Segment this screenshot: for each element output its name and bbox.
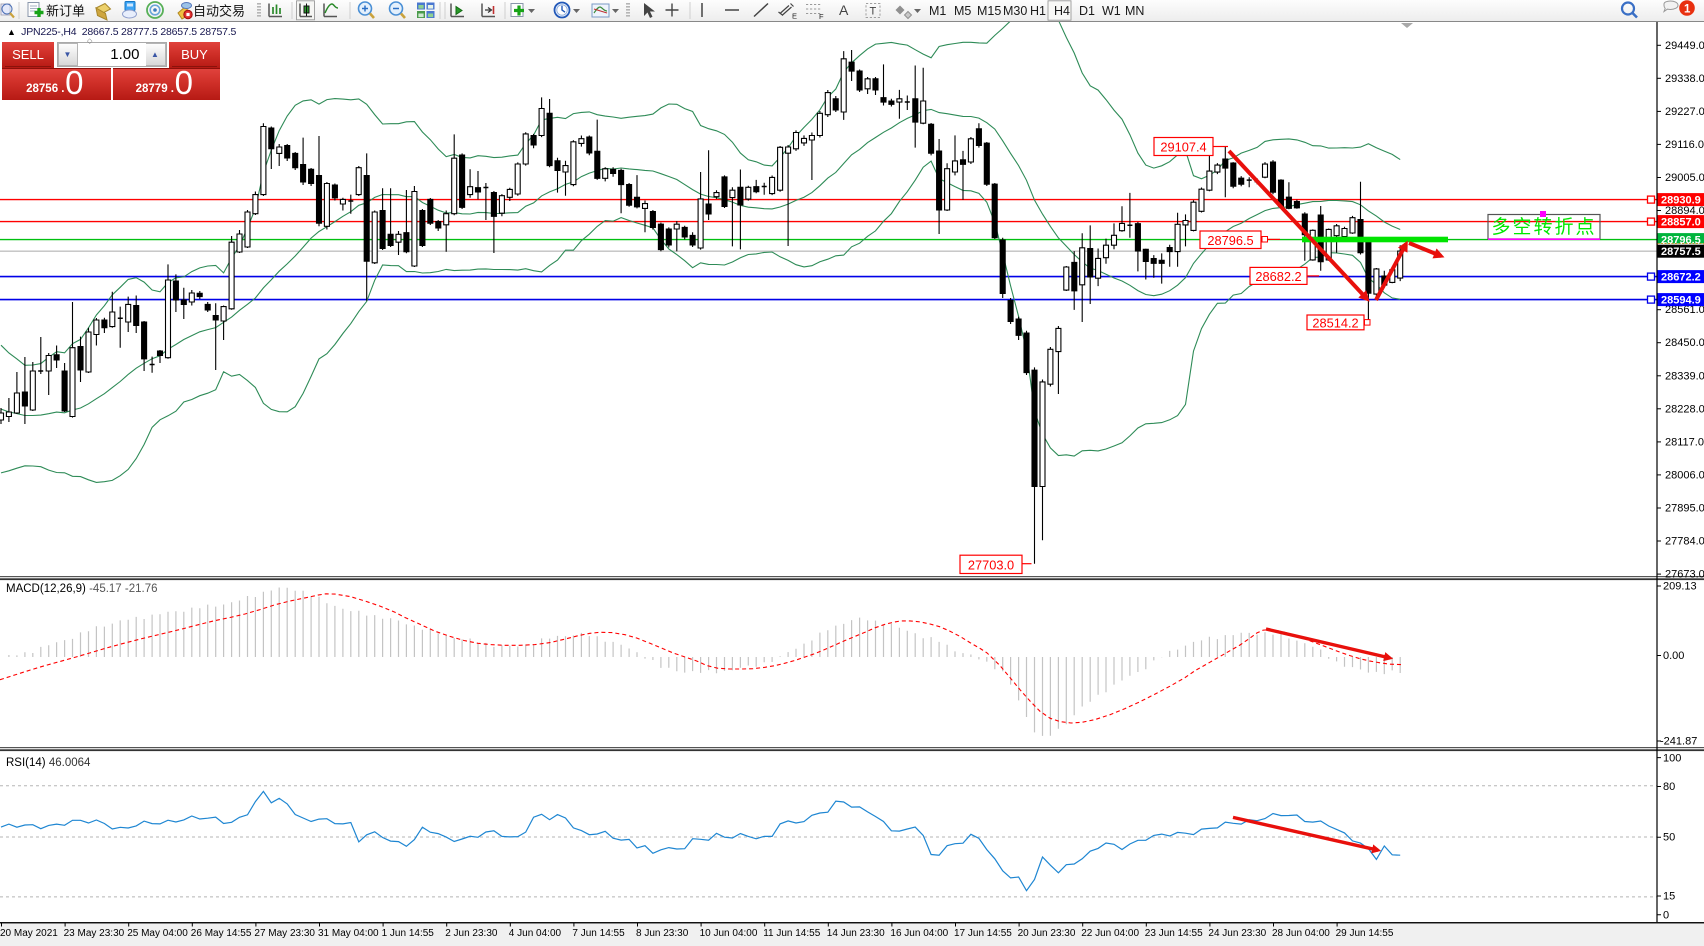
svg-text:17 Jun 14:55: 17 Jun 14:55 [954,928,1012,939]
svg-text:H1: H1 [1030,4,1046,18]
svg-text:23 May 23:30: 23 May 23:30 [64,928,125,939]
svg-text:28339.0: 28339.0 [1665,370,1704,382]
svg-text:23 Jun 14:55: 23 Jun 14:55 [1145,928,1203,939]
svg-text:M15: M15 [977,4,1001,18]
svg-text:2 Jun 23:30: 2 Jun 23:30 [445,928,498,939]
svg-text:0: 0 [1663,909,1669,921]
svg-text:28672.2: 28672.2 [1661,272,1701,284]
svg-text:24 Jun 23:30: 24 Jun 23:30 [1208,928,1266,939]
svg-text:50: 50 [1663,832,1675,844]
svg-text:MACD(12,26,9) -45.17 -21.76: MACD(12,26,9) -45.17 -21.76 [6,583,158,595]
svg-text:29116.0: 29116.0 [1665,139,1704,151]
svg-text:T: T [870,6,877,18]
svg-text:28930.9: 28930.9 [1661,195,1701,207]
svg-text:15: 15 [1663,891,1675,903]
svg-text:M30: M30 [1003,4,1027,18]
svg-text:多空转折点: 多空转折点 [1491,216,1596,238]
svg-text:29107.4: 29107.4 [1160,140,1206,155]
svg-text:29449.0: 29449.0 [1665,40,1704,52]
svg-text:7 Jun 14:55: 7 Jun 14:55 [572,928,625,939]
svg-text:F: F [819,12,824,21]
svg-text:29005.0: 29005.0 [1665,172,1704,184]
svg-text:11 Jun 14:55: 11 Jun 14:55 [763,928,821,939]
svg-text:M5: M5 [954,4,971,18]
svg-text:28 Jun 04:00: 28 Jun 04:00 [1272,928,1330,939]
svg-text:28857.0: 28857.0 [1661,217,1701,229]
svg-text:26 May 14:55: 26 May 14:55 [191,928,252,939]
svg-text:27895.0: 27895.0 [1665,503,1704,515]
svg-text:20 May 2021: 20 May 2021 [0,928,58,939]
svg-text:-241.87: -241.87 [1660,736,1697,748]
svg-text:28514.2: 28514.2 [1312,315,1358,330]
svg-text:28117.0: 28117.0 [1665,436,1704,448]
svg-text:4 Jun 04:00: 4 Jun 04:00 [509,928,562,939]
svg-text:28450.0: 28450.0 [1665,337,1704,349]
svg-text:22 Jun 04:00: 22 Jun 04:00 [1081,928,1139,939]
svg-text:31 May 04:00: 31 May 04:00 [318,928,379,939]
svg-text:8 Jun 23:30: 8 Jun 23:30 [636,928,689,939]
svg-text:D1: D1 [1079,4,1095,18]
svg-text:27784.0: 27784.0 [1665,536,1704,548]
svg-text:E: E [792,12,797,21]
svg-text:28796.5: 28796.5 [1207,233,1253,248]
svg-text:28894.0: 28894.0 [1665,205,1704,217]
svg-text:RSI(14) 46.0064: RSI(14) 46.0064 [6,757,91,769]
svg-text:28006.0: 28006.0 [1665,469,1704,481]
svg-text:28561.0: 28561.0 [1665,304,1704,316]
svg-text:27 May 23:30: 27 May 23:30 [254,928,315,939]
svg-text:25 May 04:00: 25 May 04:00 [127,928,188,939]
svg-text:29338.0: 29338.0 [1665,73,1704,85]
svg-text:16 Jun 04:00: 16 Jun 04:00 [890,928,948,939]
svg-text:28228.0: 28228.0 [1665,403,1704,415]
svg-text:29227.0: 29227.0 [1665,106,1704,118]
svg-text:28757.5: 28757.5 [1661,246,1701,258]
svg-text:A: A [839,2,849,18]
svg-text:MN: MN [1125,4,1144,18]
svg-text:新订单: 新订单 [46,4,85,19]
svg-text:29 Jun 14:55: 29 Jun 14:55 [1336,928,1394,939]
svg-text:H4: H4 [1054,4,1070,18]
svg-text:27673.0: 27673.0 [1665,569,1704,581]
svg-text:W1: W1 [1102,4,1121,18]
svg-text:0.00: 0.00 [1663,650,1684,662]
svg-text:28594.9: 28594.9 [1661,295,1701,307]
svg-text:M1: M1 [929,4,946,18]
svg-text:80: 80 [1663,781,1675,793]
svg-text:28682.2: 28682.2 [1255,269,1301,284]
svg-text:14 Jun 23:30: 14 Jun 23:30 [827,928,885,939]
svg-text:10 Jun 04:00: 10 Jun 04:00 [700,928,758,939]
svg-text:1: 1 [1684,4,1691,16]
svg-text:20 Jun 23:30: 20 Jun 23:30 [1018,928,1076,939]
svg-text:27703.0: 27703.0 [968,557,1014,572]
svg-text:100: 100 [1663,753,1681,765]
svg-text:1 Jun 14:55: 1 Jun 14:55 [382,928,435,939]
svg-text:自动交易: 自动交易 [193,4,245,19]
svg-text:209.13: 209.13 [1663,581,1697,593]
